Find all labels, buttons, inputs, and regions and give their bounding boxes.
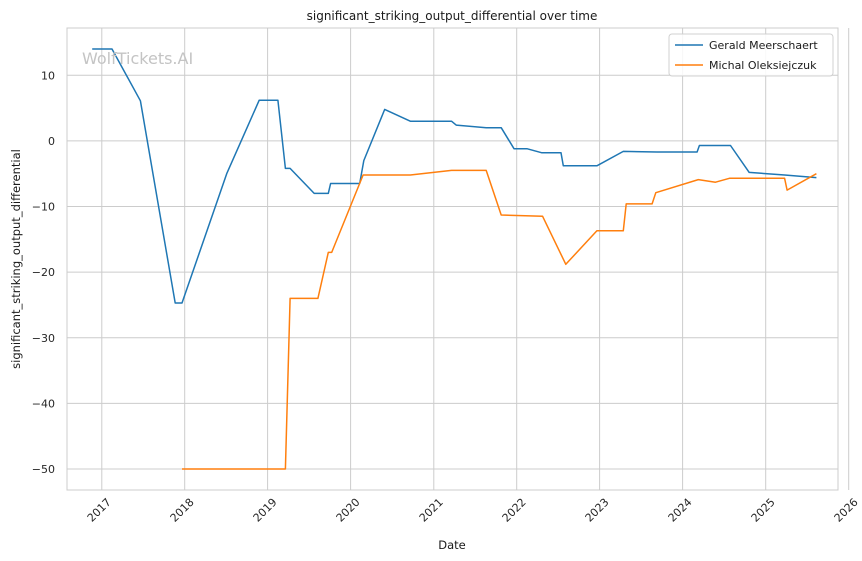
legend-label-michal-oleksiejczuk: Michal Oleksiejczuk — [709, 59, 817, 72]
y-tick-label: 0 — [48, 135, 55, 148]
y-tick-label: −50 — [32, 463, 55, 476]
legend-label-gerald-meerschaert: Gerald Meerschaert — [709, 39, 818, 52]
x-axis-ticks: 2017 2018 2019 2020 2021 2022 2023 2024 2025 2026 — [85, 496, 861, 525]
y-tick-label: −10 — [32, 201, 55, 214]
y-axis-ticks: 10 0 −10 −20 −30 −40 −50 — [32, 69, 55, 476]
y-tick-label: −20 — [32, 266, 55, 279]
x-tick-label: 2018 — [168, 496, 197, 525]
y-tick-label: 10 — [41, 69, 55, 82]
x-tick-label: 2023 — [583, 496, 612, 525]
y-axis-label: significant_striking_output_differential — [9, 149, 23, 369]
chart-title: significant_striking_output_differential… — [307, 9, 598, 23]
series-layer — [92, 48, 817, 470]
watermark: WolfTickets.AI — [82, 49, 193, 68]
x-tick-label: 2025 — [749, 496, 778, 525]
x-axis-label: Date — [438, 538, 466, 552]
y-tick-label: −40 — [32, 397, 55, 410]
x-tick-label: 2022 — [500, 496, 529, 525]
legend: Gerald Meerschaert Michal Oleksiejczuk — [668, 33, 834, 77]
legend-box — [668, 33, 834, 77]
x-tick-label: 2019 — [251, 496, 280, 525]
y-tick-label: −30 — [32, 332, 55, 345]
grid-lines — [67, 28, 850, 490]
series-line-michal-oleksiejczuk — [182, 169, 817, 470]
plot-area — [66, 27, 839, 491]
x-tick-label: 2017 — [85, 496, 114, 525]
series-line-gerald-meerschaert — [92, 48, 817, 304]
x-tick-label: 2020 — [334, 496, 363, 525]
x-tick-label: 2021 — [417, 496, 446, 525]
x-tick-label: 2026 — [832, 496, 861, 525]
x-tick-label: 2024 — [666, 496, 695, 525]
